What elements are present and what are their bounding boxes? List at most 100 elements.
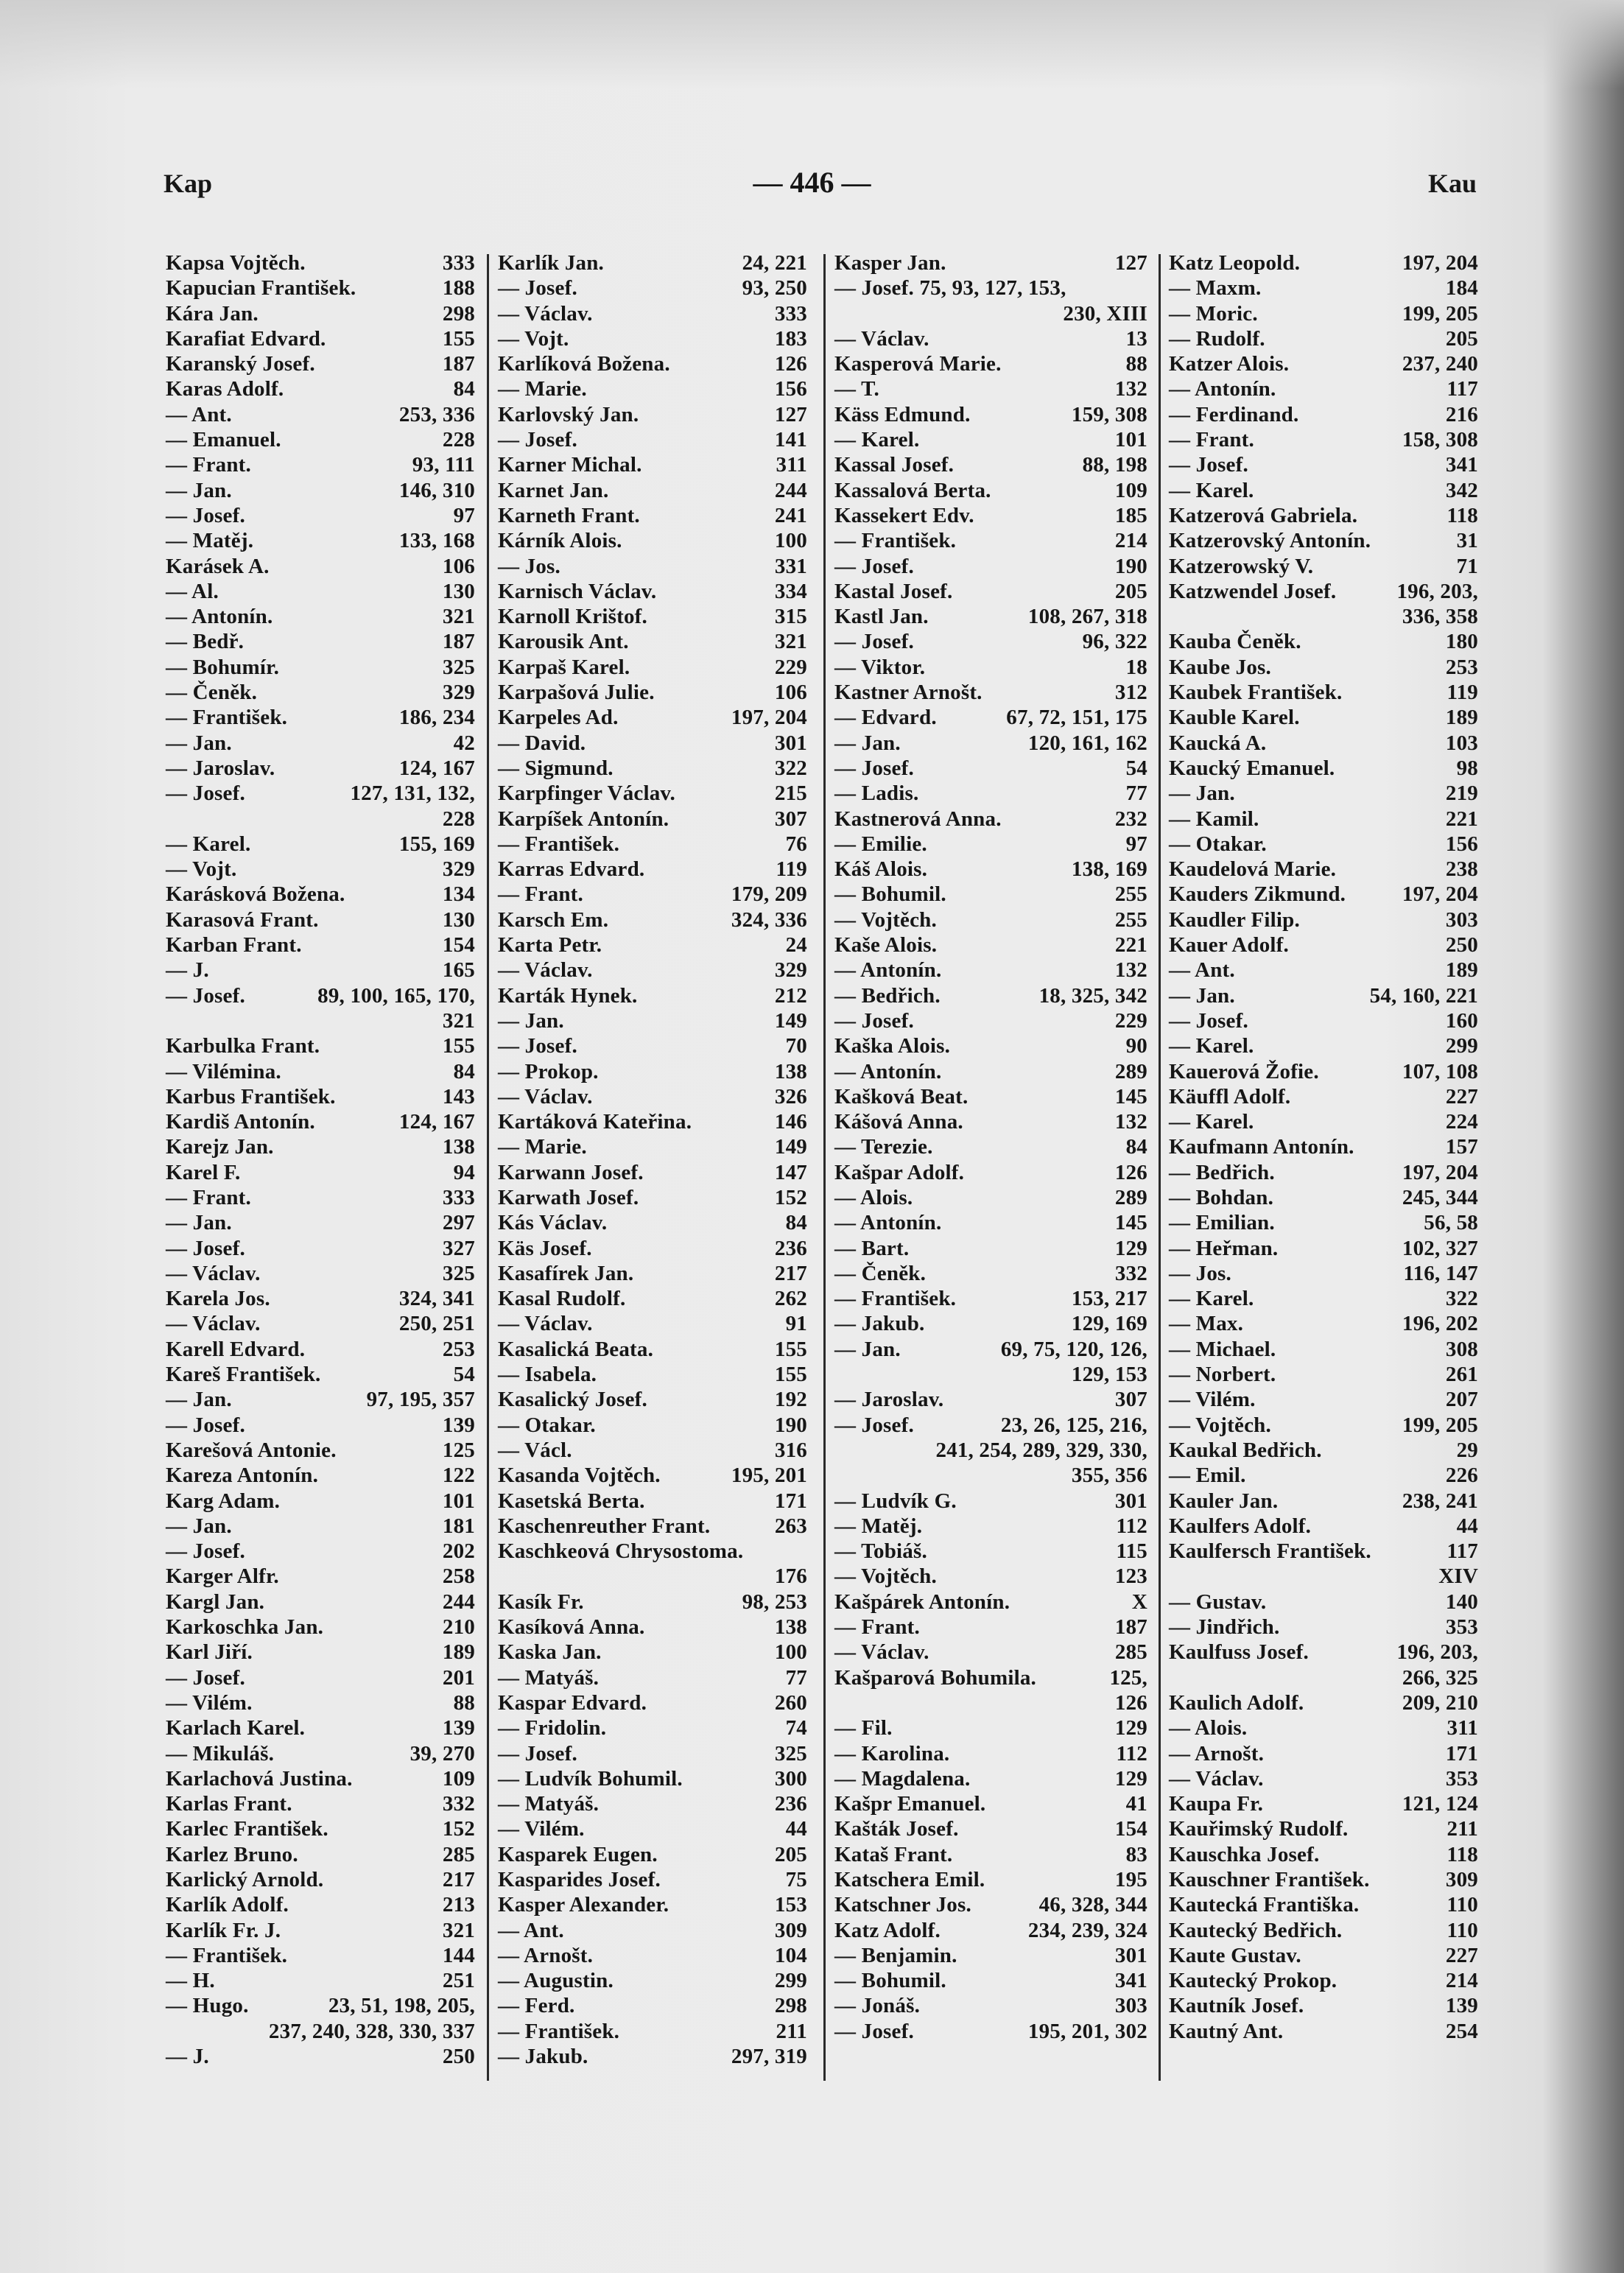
entry-pages: 311: [1447, 1716, 1478, 1740]
entry-pages: 56, 58: [1424, 1211, 1478, 1235]
index-entry: Kasíková Anna. 138: [498, 1615, 807, 1640]
entry-pages: 342: [1445, 478, 1478, 502]
entry-pages: 129, 153: [1071, 1363, 1147, 1387]
entry-pages: 189: [442, 1640, 475, 1665]
entry-pages: 341: [1114, 1969, 1147, 1993]
entry-pages: 196, 202: [1402, 1312, 1478, 1336]
running-head-left: Kap: [164, 169, 213, 198]
entry-name: — Karel.: [1169, 478, 1254, 502]
index-entry: Kauler Jan. 238, 241: [1169, 1489, 1478, 1514]
index-entry: Karela Jos. 324, 341: [166, 1286, 475, 1311]
entry-pages: 333: [774, 301, 807, 326]
index-entry: — Karel. 342: [1169, 478, 1478, 503]
entry-pages: 325: [442, 655, 475, 679]
entry-name: Kasetská Berta.: [498, 1489, 645, 1513]
entry-pages: 132: [1114, 958, 1147, 983]
entry-pages: 197, 204: [1402, 251, 1478, 275]
entry-name: — Vilém.: [498, 1817, 585, 1841]
entry-pages: 100: [774, 1640, 807, 1665]
entry-name: — Josef.: [166, 1539, 245, 1564]
entry-name: Karg Adam.: [166, 1489, 281, 1513]
entry-pages: 226: [1445, 1464, 1478, 1488]
entry-pages: 18, 325, 342: [1038, 983, 1147, 1008]
entry-name: Karejz Jan.: [166, 1135, 274, 1159]
index-entry: Karpíšek Antonín. 307: [498, 807, 807, 832]
index-entry: Katschera Emil. 195: [834, 1867, 1147, 1892]
entry-pages: 158, 308: [1402, 428, 1478, 452]
entry-name: Katzerová Gabriela.: [1169, 503, 1358, 527]
index-entry: — Antonín. 145: [834, 1210, 1147, 1235]
index-entry: — Josef. 127, 131, 132,: [166, 781, 475, 806]
index-entry: Kassekert Edv. 185: [834, 503, 1147, 528]
entry-name: — Ant.: [166, 402, 232, 426]
index-entry: Kauba Čeněk. 180: [1169, 629, 1478, 654]
entry-pages: 119: [776, 857, 807, 882]
entry-pages: 234, 239, 324: [1027, 1918, 1147, 1942]
entry-pages: 155, 169: [398, 832, 475, 856]
entry-name: Katschner Jos.: [834, 1893, 971, 1917]
index-entry: Kaudler Filip. 303: [1169, 907, 1478, 932]
entry-pages: 260: [774, 1690, 807, 1715]
entry-name: Káš Alois.: [834, 857, 928, 882]
entry-pages: 139: [442, 1716, 475, 1740]
entry-pages: 143: [442, 1084, 475, 1109]
index-entry: Kauschner František. 309: [1169, 1867, 1478, 1892]
entry-name: — Prokop.: [498, 1059, 599, 1083]
entry-name: Kauschner František.: [1169, 1868, 1370, 1891]
index-entry: Kaschenreuther Frant. 263: [498, 1514, 807, 1539]
index-entry: — Vojt. 329: [166, 857, 475, 882]
entry-pages: 77: [1125, 781, 1147, 806]
index-entry: Kastnerová Anna. 232: [834, 807, 1147, 832]
index-entry: — Matyáš. 77: [498, 1665, 807, 1690]
entry-pages: 96, 322: [1082, 630, 1147, 654]
entry-name: — T.: [834, 377, 879, 401]
index-entry: — Václav. 91: [498, 1311, 807, 1336]
index-entry: — Karel. 155, 169: [166, 832, 475, 857]
entry-pages: 145: [1114, 1084, 1147, 1109]
entry-pages: 289: [1114, 1059, 1147, 1083]
entry-pages: 245, 344: [1402, 1185, 1478, 1209]
entry-pages: 228: [442, 807, 475, 831]
entry-name: Kauders Zikmund.: [1169, 882, 1346, 907]
index-entry: Kaška Alois. 90: [834, 1033, 1147, 1058]
entry-name: — Vojt.: [166, 857, 237, 882]
index-entry: — Jakub. 297, 319: [498, 2044, 807, 2069]
entry-name: Kastl Jan.: [834, 605, 929, 629]
index-entry: Kaukal Bedřich. 29: [1169, 1438, 1478, 1463]
entry-pages: 98: [1456, 756, 1478, 780]
entry-pages: 67, 72, 151, 175: [1006, 706, 1147, 730]
index-entry: Katschner Jos. 46, 328, 344: [834, 1892, 1147, 1917]
index-entry: Kárník Alois. 100: [498, 528, 807, 553]
entry-name: Kaute Gustav.: [1169, 1943, 1301, 1967]
entry-name: Karásek A.: [166, 554, 270, 578]
entry-name: Kautník Josef.: [1169, 1994, 1304, 2018]
entry-name: Katschera Emil.: [834, 1868, 985, 1891]
index-entry: — Emilian. 56, 58: [1169, 1210, 1478, 1235]
index-entry: — Fridolin. 74: [498, 1715, 807, 1740]
entry-pages: 129, 169: [1071, 1312, 1147, 1336]
entry-pages: 334: [774, 579, 807, 603]
entry-name: Kašková Beat.: [834, 1084, 969, 1109]
index-entry: Katzerovský Antonín. 31: [1169, 528, 1478, 553]
entry-name: — Matyáš.: [498, 1792, 600, 1816]
index-entry: Kašparová Bohumila. 125,: [834, 1665, 1147, 1690]
entry-name: — Benjamin.: [834, 1943, 957, 1967]
entry-pages: 24: [785, 933, 807, 958]
entry-name: Kasalická Beata.: [498, 1337, 654, 1361]
entry-pages: 299: [1445, 1034, 1478, 1058]
entry-name: — Fridolin.: [498, 1716, 607, 1740]
index-entry: Karousik Ant. 321: [498, 629, 807, 654]
entry-pages: 197, 204: [1402, 1160, 1478, 1184]
index-entry: Kareš František. 54: [166, 1362, 475, 1387]
index-entry: 241, 254, 289, 329, 330,: [834, 1438, 1147, 1463]
entry-name: Kára Jan.: [166, 301, 259, 326]
entry-pages: 228: [442, 428, 475, 452]
entry-name: Karel F.: [166, 1160, 241, 1184]
entry-pages: 138: [442, 1135, 475, 1159]
entry-pages: 97: [453, 503, 475, 527]
index-entry: Karpašová Julie. 106: [498, 680, 807, 705]
entry-name: — Josef.: [834, 756, 914, 780]
index-entry: — Gustav. 140: [1169, 1589, 1478, 1615]
index-entry: — Josef. 327: [166, 1236, 475, 1261]
entry-pages: 97, 195, 357: [366, 1388, 475, 1412]
